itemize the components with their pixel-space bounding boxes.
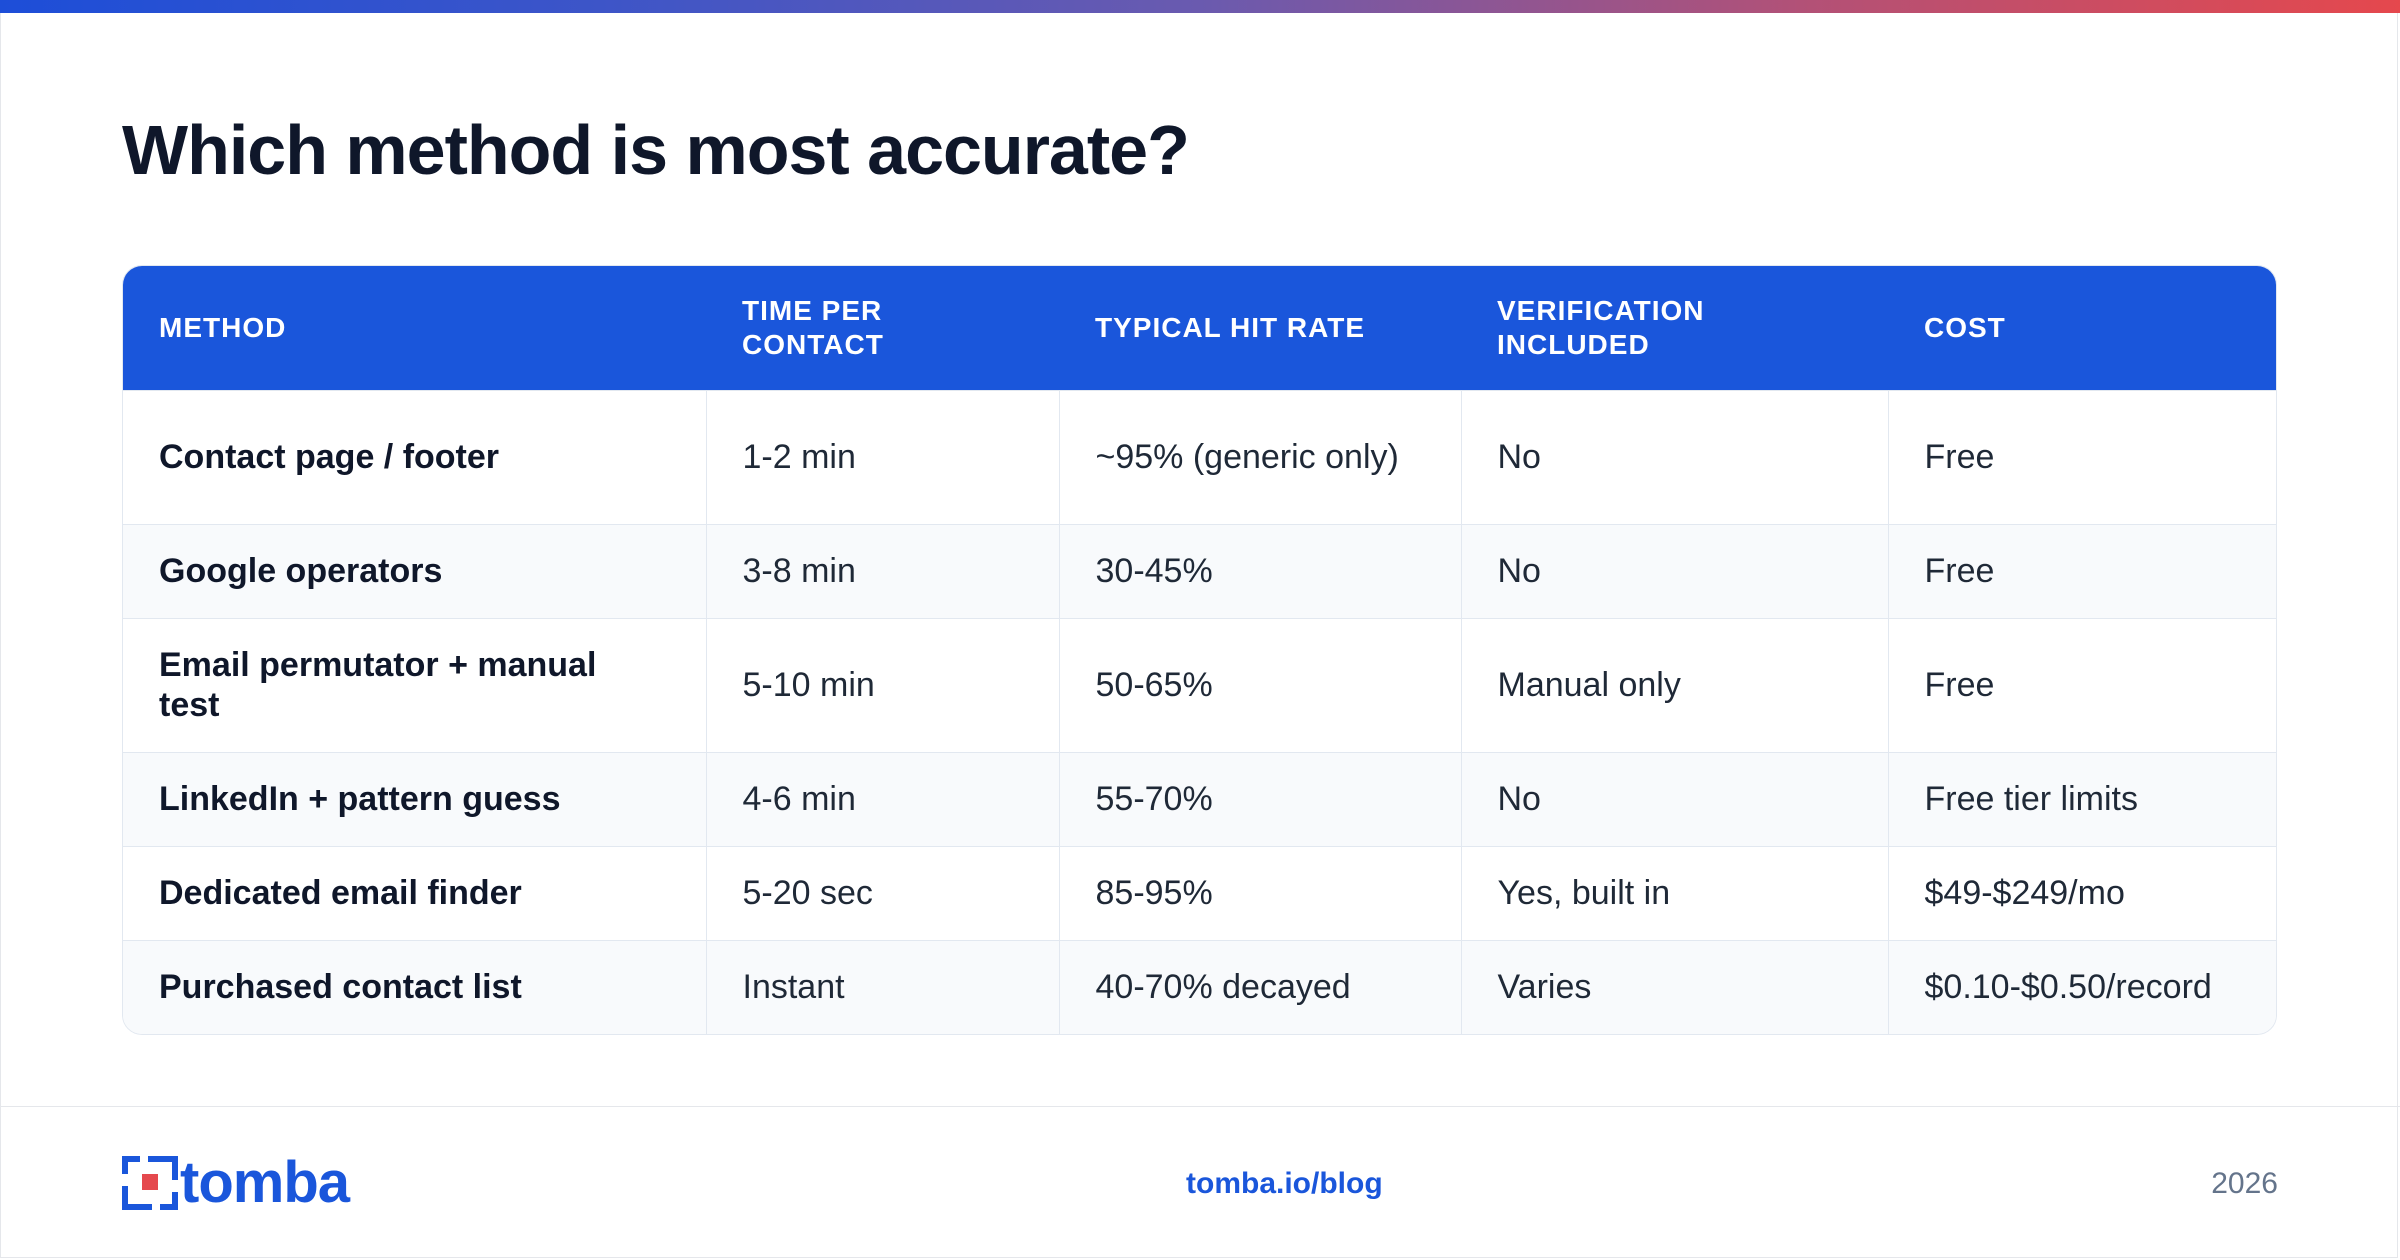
blog-link[interactable]: tomba.io/blog — [1186, 1167, 1383, 1200]
tomba-logo[interactable]: tomba — [122, 1150, 350, 1215]
cell-cost: $49-$249/mo — [1887, 845, 2276, 940]
header-verification-included: VERIFICATION INCLUDED — [1461, 266, 1888, 390]
footer-divider — [0, 1106, 2400, 1107]
header-time-per-contact: TIME PER CONTACT — [706, 266, 1059, 390]
cell-cost: Free — [1887, 523, 2276, 618]
cell-verification: Manual only — [1460, 617, 1888, 752]
header-method: METHOD — [123, 266, 706, 390]
cell-time: 3-8 min — [705, 523, 1059, 618]
cell-method: Email permutator + manual test — [123, 617, 706, 752]
header-cost: COST — [1888, 266, 2276, 390]
cell-hit-rate: ~95% (generic only) — [1058, 389, 1461, 524]
cell-time: Instant — [705, 939, 1059, 1034]
logo-wordmark: tomba — [180, 1150, 350, 1215]
cell-method: Contact page / footer — [123, 389, 706, 524]
comparison-table: METHOD TIME PER CONTACT TYPICAL HIT RATE… — [122, 265, 2277, 1035]
cell-time: 4-6 min — [705, 751, 1059, 846]
cell-cost: Free — [1887, 389, 2276, 524]
cell-time: 5-10 min — [705, 617, 1059, 752]
cell-verification: No — [1460, 751, 1888, 846]
header-typical-hit-rate: TYPICAL HIT RATE — [1059, 266, 1461, 390]
cell-verification: Yes, built in — [1460, 845, 1888, 940]
cell-verification: No — [1460, 523, 1888, 618]
cell-time: 1-2 min — [705, 389, 1059, 524]
table-row: Purchased contact list Instant 40-70% de… — [123, 939, 2276, 1034]
cell-verification: Varies — [1460, 939, 1888, 1034]
cell-time: 5-20 sec — [705, 845, 1059, 940]
table-row: Google operators 3-8 min 30-45% No Free — [123, 523, 2276, 618]
cell-cost: $0.10-$0.50/record — [1887, 939, 2276, 1034]
cell-method: LinkedIn + pattern guess — [123, 751, 706, 846]
footer-year: 2026 — [2211, 1167, 2278, 1200]
cell-cost: Free — [1887, 617, 2276, 752]
cell-hit-rate: 50-65% — [1058, 617, 1461, 752]
table-header: METHOD TIME PER CONTACT TYPICAL HIT RATE… — [123, 266, 2276, 390]
cell-method: Purchased contact list — [123, 939, 706, 1034]
table-row: Contact page / footer 1-2 min ~95% (gene… — [123, 389, 2276, 524]
gradient-top-bar — [0, 0, 2400, 13]
cell-verification: No — [1460, 389, 1888, 524]
table-row: Email permutator + manual test 5-10 min … — [123, 617, 2276, 752]
table-row: LinkedIn + pattern guess 4-6 min 55-70% … — [123, 751, 2276, 846]
cell-hit-rate: 85-95% — [1058, 845, 1461, 940]
table-row: Dedicated email finder 5-20 sec 85-95% Y… — [123, 845, 2276, 940]
cell-method: Dedicated email finder — [123, 845, 706, 940]
cell-hit-rate: 30-45% — [1058, 523, 1461, 618]
cell-hit-rate: 40-70% decayed — [1058, 939, 1461, 1034]
page-title: Which method is most accurate? — [122, 111, 1190, 189]
cell-method: Google operators — [123, 523, 706, 618]
tomba-logo-icon — [122, 1156, 178, 1210]
cell-cost: Free tier limits — [1887, 751, 2276, 846]
cell-hit-rate: 55-70% — [1058, 751, 1461, 846]
